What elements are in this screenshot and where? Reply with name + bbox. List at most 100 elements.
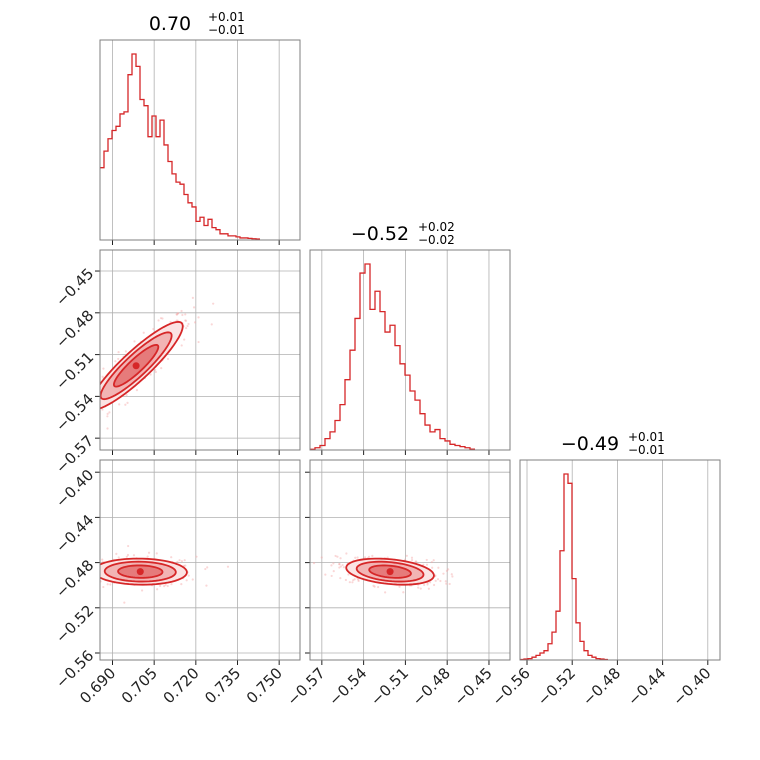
sample-point <box>357 578 360 581</box>
sample-point <box>95 408 97 410</box>
sample-point <box>95 575 97 577</box>
sample-point <box>405 554 408 557</box>
sample-point <box>437 566 440 569</box>
sample-point <box>414 560 417 563</box>
x-tick-label: −0.56 <box>489 664 534 709</box>
density-peak <box>136 568 144 576</box>
sample-point <box>344 578 347 582</box>
histogram-param-3 <box>520 473 608 661</box>
sample-point <box>55 430 57 432</box>
sample-point <box>135 389 139 392</box>
sample-point <box>123 601 126 604</box>
sample-point <box>82 426 84 428</box>
sample-point <box>60 562 62 564</box>
sample-point <box>353 578 356 581</box>
sample-point <box>334 554 337 558</box>
x-tick-label: −0.52 <box>534 664 579 709</box>
sample-point <box>187 574 190 577</box>
y-tick-label: −0.45 <box>52 265 97 310</box>
title-plus-param-2: +0.02 <box>418 220 455 234</box>
sample-point <box>102 367 105 370</box>
x-tick-label: −0.44 <box>624 664 669 709</box>
sample-point <box>417 586 420 589</box>
sample-point <box>92 384 94 386</box>
sample-point <box>125 393 128 397</box>
sample-point <box>336 555 339 558</box>
sample-point <box>92 410 94 412</box>
sample-point <box>132 554 136 557</box>
y-tick-label: −0.51 <box>52 348 97 393</box>
sample-point <box>109 583 112 586</box>
sample-point <box>425 563 429 566</box>
sample-point <box>445 569 448 572</box>
sample-point <box>115 552 118 555</box>
title-param-1: 0.70 <box>149 13 191 35</box>
title-param-2: −0.52 <box>351 223 409 245</box>
sample-point <box>347 573 350 576</box>
sample-point <box>377 585 380 589</box>
sample-point <box>184 564 187 567</box>
sample-point <box>212 302 215 305</box>
density-peak <box>132 362 140 370</box>
title-minus-param-1: −0.01 <box>208 23 245 37</box>
y-tick-label: −0.40 <box>52 466 97 511</box>
sample-point <box>191 296 194 299</box>
sample-point <box>159 317 163 320</box>
histogram-param-2 <box>310 263 475 450</box>
sample-point <box>184 319 188 322</box>
sample-point <box>330 574 333 578</box>
sample-point <box>38 433 40 435</box>
sample-point <box>342 566 346 569</box>
sample-point <box>180 583 183 586</box>
sample-point <box>356 556 359 559</box>
sample-point <box>403 558 407 561</box>
sample-point <box>125 555 128 558</box>
sample-point <box>146 555 149 558</box>
x-tick-label: −0.57 <box>283 664 328 709</box>
sample-point <box>402 591 405 594</box>
sample-point <box>106 427 109 430</box>
y-tick-label: −0.52 <box>52 601 97 646</box>
sample-point <box>152 327 155 331</box>
sample-point <box>338 563 341 566</box>
sample-point <box>367 555 371 558</box>
sample-point <box>140 589 144 592</box>
sample-point <box>178 559 181 562</box>
sample-point <box>92 561 94 563</box>
sample-point <box>106 583 109 586</box>
sample-point <box>97 394 99 396</box>
joint-2-3 <box>312 552 454 594</box>
sample-point <box>324 573 327 576</box>
x-tick-label: 0.720 <box>160 664 203 707</box>
sample-point <box>95 578 97 580</box>
sample-point <box>434 579 437 582</box>
sample-point <box>447 568 450 571</box>
sample-point <box>183 338 186 341</box>
sample-point <box>419 587 422 590</box>
y-tick-label: −0.48 <box>52 306 97 351</box>
x-tick-label: −0.54 <box>325 664 370 709</box>
sample-point <box>101 408 104 411</box>
sample-point <box>448 582 451 586</box>
sample-point <box>428 581 432 584</box>
title-param-3: −0.49 <box>561 433 619 455</box>
sample-point <box>187 322 190 326</box>
sample-point <box>164 583 167 587</box>
histogram-panel-2 <box>309 249 511 451</box>
sample-point <box>354 556 357 559</box>
sample-point <box>184 313 187 316</box>
sample-point <box>155 552 158 555</box>
sample-point <box>126 553 130 557</box>
sample-point <box>175 313 178 316</box>
sample-point <box>432 583 436 587</box>
sample-point <box>339 565 342 568</box>
y-tick-label: −0.48 <box>52 556 97 601</box>
x-tick-label: −0.45 <box>451 664 496 709</box>
sample-point <box>127 544 130 548</box>
sample-point <box>117 351 120 354</box>
sample-point <box>338 566 341 569</box>
sample-point <box>101 558 104 561</box>
histogram-panel-3 <box>519 459 721 661</box>
sample-point <box>176 312 180 315</box>
x-tick-label: −0.48 <box>579 664 624 709</box>
